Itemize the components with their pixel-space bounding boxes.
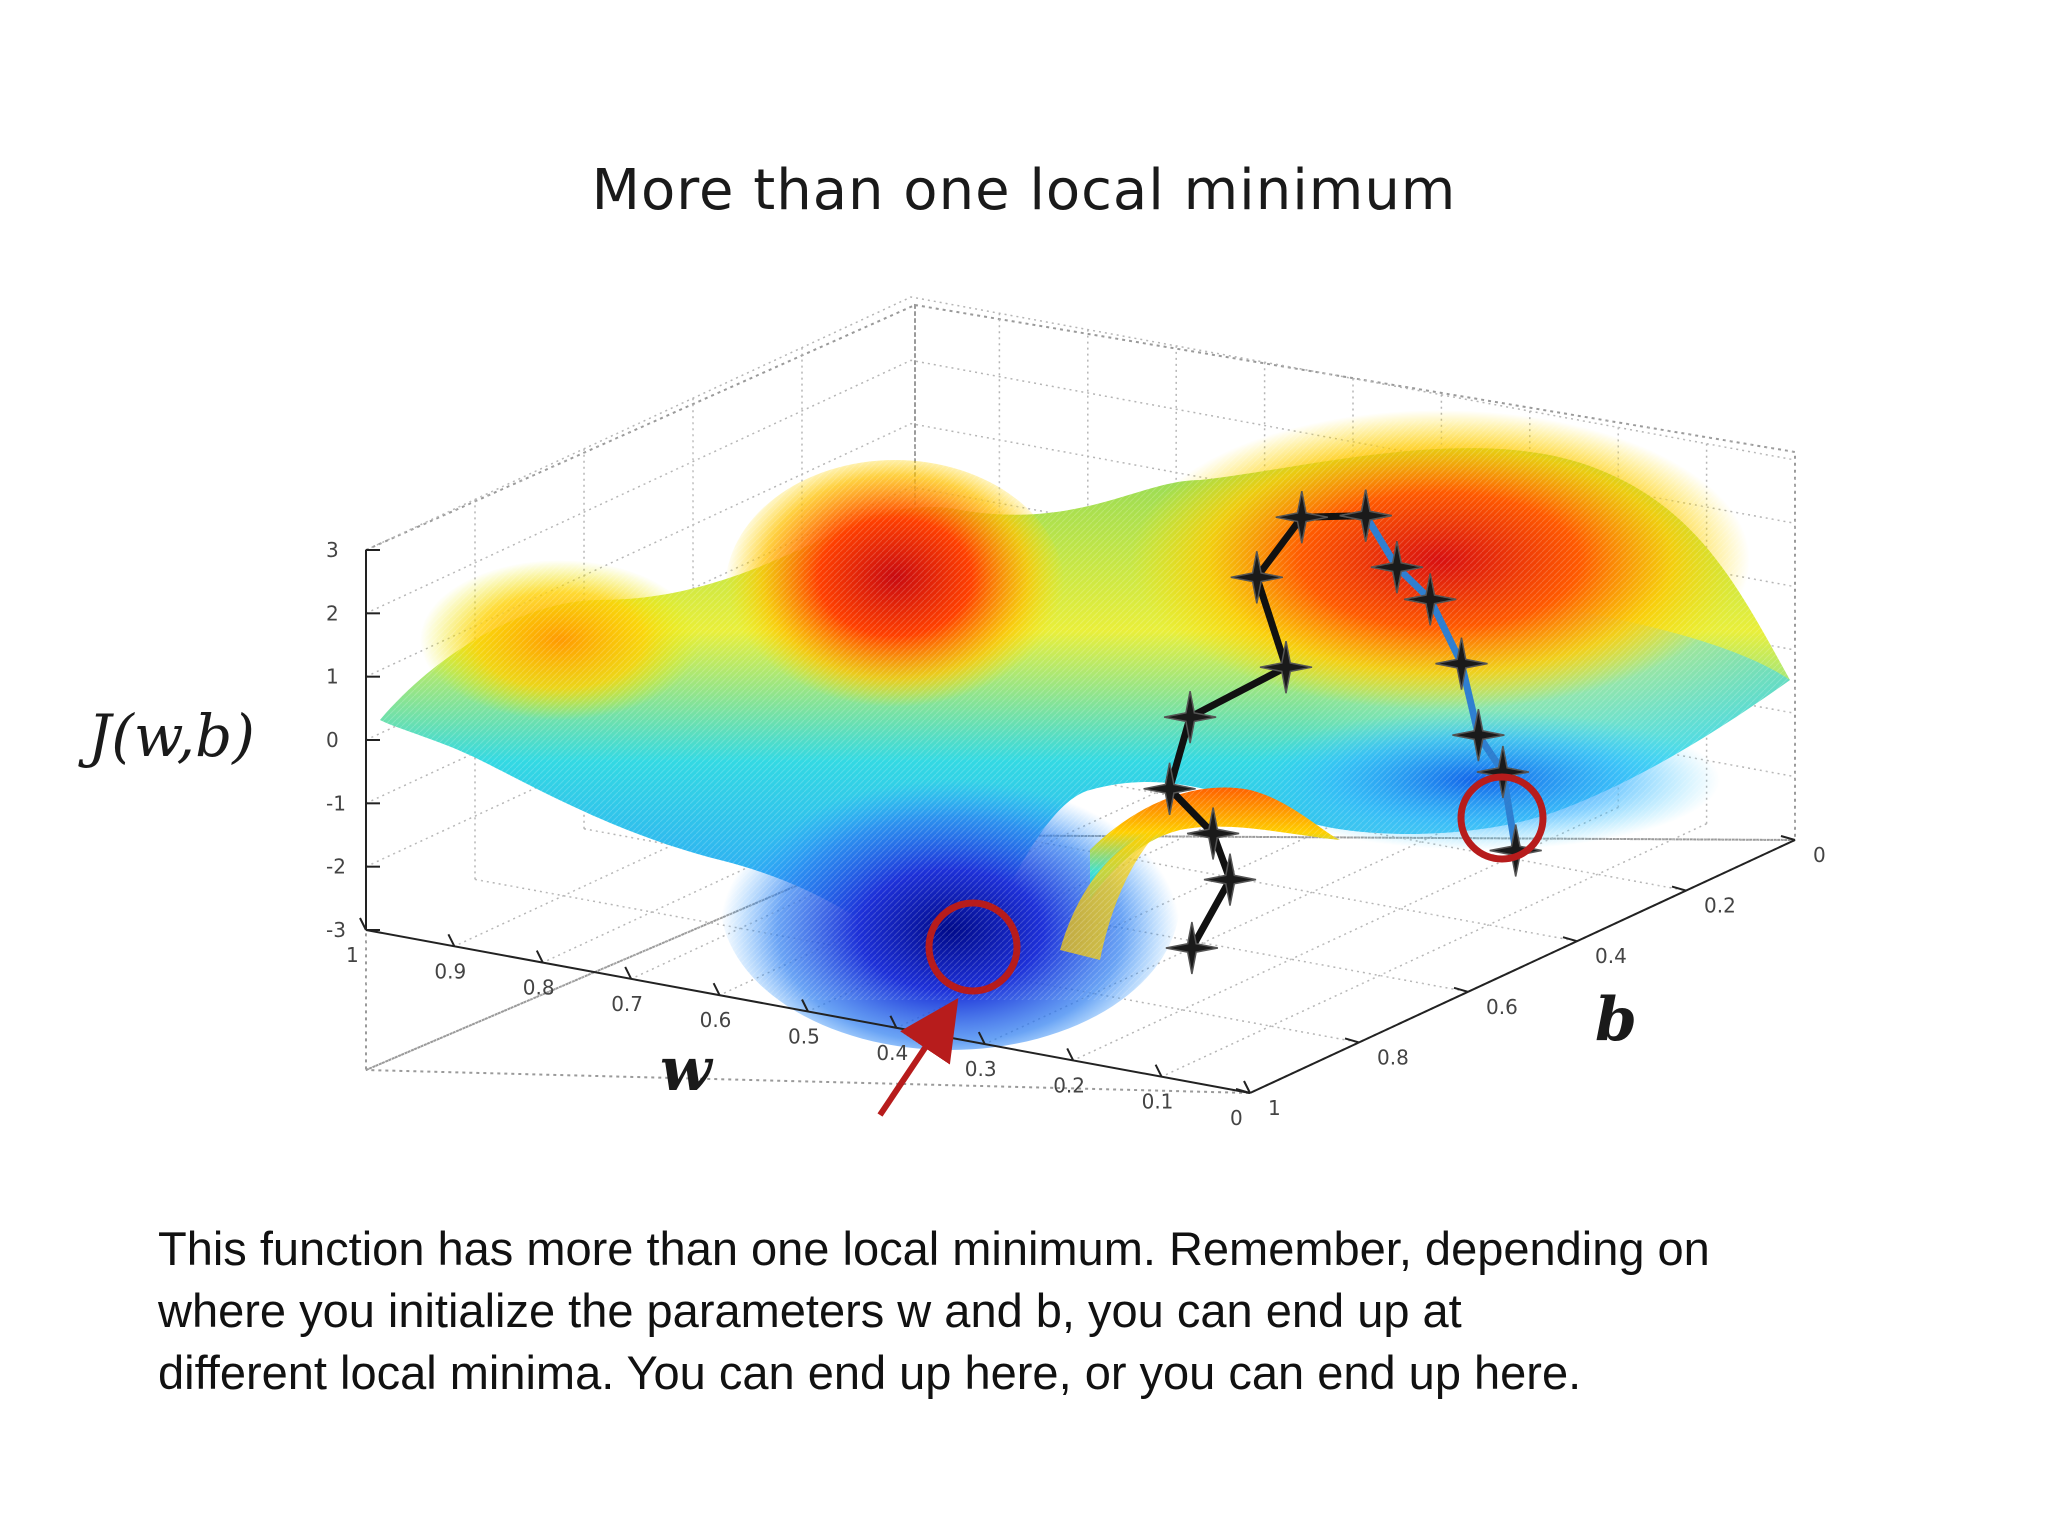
w-tick-label: 0.4 [876,1041,908,1065]
caption: This function has more than one local mi… [158,1218,1938,1404]
path-black-point [1163,690,1217,744]
w-tick [624,966,633,980]
b-tick-label: 1 [1268,1096,1281,1120]
z-axis-label: J(w,b) [78,702,255,770]
w-tick-label: 0.3 [965,1057,997,1081]
path-black-point [1186,807,1240,860]
w-tick [1066,1047,1075,1061]
w-tick-label: 1 [346,943,359,967]
b-tick [1780,835,1796,841]
w-tick [712,982,721,996]
path-black-point [1259,641,1313,694]
path-blue-point [1339,489,1392,542]
b-tick [1671,885,1687,892]
path-black-point [1203,853,1257,906]
w-tick [801,999,809,1012]
caption-line-2: where you initialize the parameters w an… [158,1284,1462,1337]
b-tick [1344,1037,1360,1044]
path-black-point [1143,762,1196,815]
local-minimum-circle-2 [1457,773,1547,863]
path-black-point [1230,551,1283,604]
w-tick-label: 0.6 [700,1008,732,1032]
w-tick-label: 0.2 [1053,1073,1085,1097]
path-blue-point [1370,541,1424,594]
b-tick-label: 0.8 [1377,1045,1409,1069]
local-minimum-circle-1 [925,899,1021,995]
z-tick-label: 1 [326,665,339,689]
w-tick [977,1031,986,1045]
z-tick-label: 0 [326,728,339,752]
b-tick-label: 0.6 [1486,995,1518,1019]
slide-title: More than one local minimum [591,158,1457,223]
path-blue-point [1435,637,1488,690]
caption-line-3: different local minima. You can end up h… [158,1346,1582,1399]
z-tick-labels: 3 2 1 0 -1 -2 -3 [326,538,380,942]
z-tick-label: -1 [326,791,346,815]
path-blue-point [1452,708,1505,762]
z-tick-label: 2 [326,601,339,625]
w-tick [359,917,367,931]
w-tick-label: 0.5 [788,1025,820,1049]
path-black-point [1165,921,1219,975]
w-tick [1243,1080,1251,1094]
w-tick-labels: 1 0.9 0.8 0.7 0.6 0.5 0.4 0.3 0.2 0.1 0 [346,917,1251,1130]
w-tick [889,1015,898,1029]
descent-paths [1143,489,1542,975]
b-tick [1453,986,1469,993]
w-tick-label: 0.1 [1142,1090,1174,1114]
path-blue-point [1476,745,1530,799]
caption-line-1: This function has more than one local mi… [158,1222,1710,1275]
z-tick-label: -3 [326,918,346,942]
b-tick-label: 0.4 [1595,944,1627,968]
w-tick [535,950,544,964]
cost-surface [360,410,1800,1050]
w-tick [447,933,456,947]
b-tick [1562,936,1578,943]
w-tick-label: 0.8 [523,976,555,1000]
path-blue-point [1404,573,1457,626]
w-tick-label: 0.9 [434,959,466,983]
path-black-point [1275,491,1328,544]
b-axis-line [1249,839,1796,1094]
b-axis-label: b [1595,985,1637,1055]
b-tick [1235,1088,1251,1094]
back-left-wall [365,303,916,1072]
pointer-arrow [877,998,959,1117]
b-tick-label: 0.2 [1704,894,1736,918]
w-tick-label: 0.7 [611,992,643,1016]
b-tick-label: 0 [1813,843,1826,867]
w-tick [1154,1064,1163,1078]
z-tick-label: 3 [326,538,339,562]
z-tick-label: -2 [326,855,346,879]
w-axis-label: w [660,1035,714,1105]
w-tick-label: 0 [1230,1106,1243,1130]
b-tick-labels: 0 0.2 0.4 0.6 0.8 1 [1235,835,1826,1120]
z-gridline [365,296,1796,551]
